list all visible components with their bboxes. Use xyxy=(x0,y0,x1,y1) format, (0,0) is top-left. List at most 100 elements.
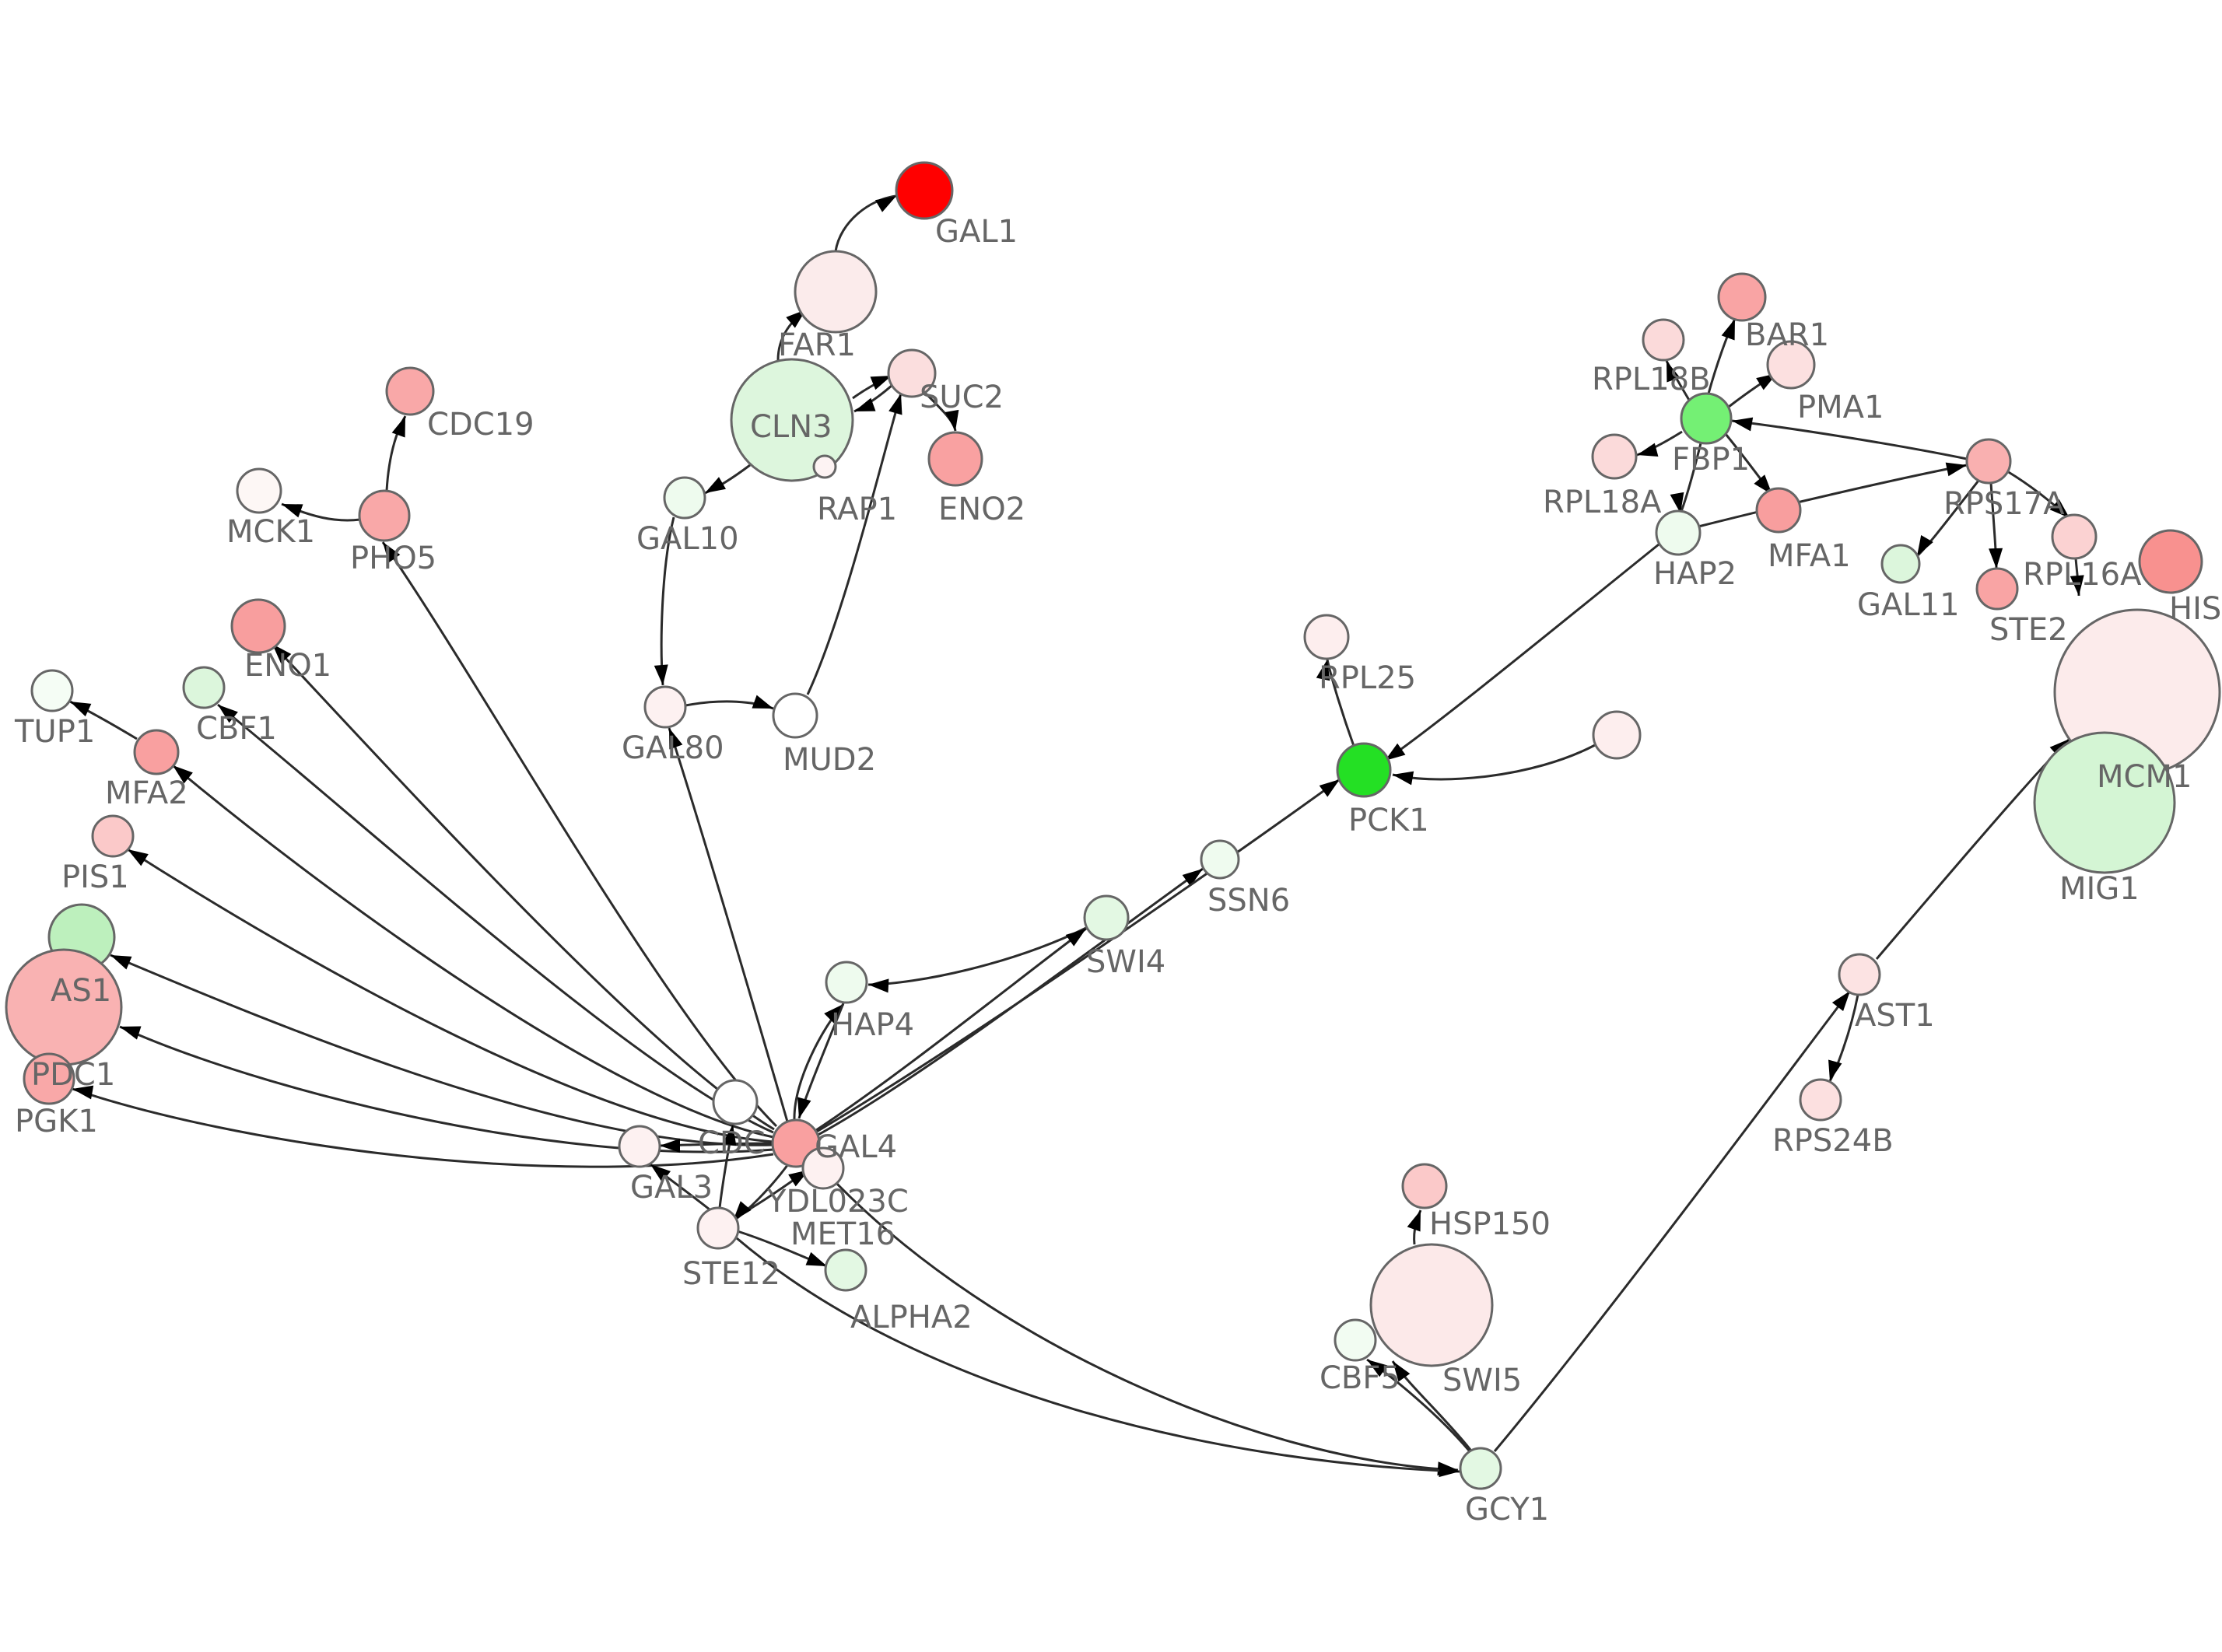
node-mud2[interactable] xyxy=(772,692,818,739)
node-label-rap1: RAP1 xyxy=(817,492,897,527)
node-hap2[interactable] xyxy=(1655,509,1702,556)
node-pma1[interactable] xyxy=(1766,340,1816,390)
node-rps24b[interactable] xyxy=(1799,1078,1842,1122)
node-swi5[interactable] xyxy=(1369,1243,1494,1367)
arrowhead-icon xyxy=(805,1251,827,1266)
node-label-suc2: SUC2 xyxy=(920,380,1004,415)
node-mck1[interactable] xyxy=(236,467,282,514)
node-label-rpl25: RPL25 xyxy=(1319,660,1416,696)
arrowhead-icon xyxy=(1732,417,1754,432)
node-pis1[interactable] xyxy=(91,814,135,858)
node-cdc19[interactable] xyxy=(385,366,435,416)
node-ast1[interactable] xyxy=(1838,953,1881,996)
edge-line xyxy=(867,926,1087,986)
node-ste2[interactable] xyxy=(1975,567,2019,611)
arrowhead-icon xyxy=(722,1125,737,1146)
edge-rps17a-to-gal11 xyxy=(1915,480,1980,558)
arrowhead-icon xyxy=(824,1004,843,1024)
arrowhead-icon xyxy=(1439,1463,1460,1478)
node-cdc[interactable] xyxy=(712,1079,759,1125)
arrowhead-icon xyxy=(1831,991,1850,1012)
node-rpl25[interactable] xyxy=(1303,614,1350,660)
node-rpl16a[interactable] xyxy=(2051,513,2098,560)
edge-ste12-to-gcy1 xyxy=(736,1237,1460,1478)
node-label-tup1: TUP1 xyxy=(14,714,95,750)
node-label-mfa1: MFA1 xyxy=(1768,538,1851,574)
node-suc2[interactable] xyxy=(887,348,937,398)
node-fbp1[interactable] xyxy=(1680,392,1733,445)
node-mfa2[interactable] xyxy=(133,729,180,775)
node-mig1[interactable] xyxy=(2033,731,2176,874)
node-ssn6[interactable] xyxy=(1200,839,1240,880)
node-label-fbp1: FBP1 xyxy=(1672,442,1750,478)
node-label-cdc: CDC xyxy=(698,1125,766,1161)
node-label-mcm1: MCM1 xyxy=(2097,759,2192,795)
node-hap4[interactable] xyxy=(825,961,868,1004)
node-bar1[interactable] xyxy=(1717,272,1767,322)
edge-rps17a-to-ste2 xyxy=(1989,482,2003,569)
node-pgk1[interactable] xyxy=(23,1052,75,1105)
node-gal80[interactable] xyxy=(643,685,687,729)
node-ydl023c[interactable] xyxy=(801,1146,845,1190)
node-label-pho5: PHO5 xyxy=(350,541,436,576)
node-swi4[interactable] xyxy=(1083,894,1130,941)
node-rpl18b[interactable] xyxy=(1642,318,1685,362)
edge-gal4-to-pdc1 xyxy=(119,1025,774,1153)
node-ste12[interactable] xyxy=(696,1206,740,1250)
node-label-cln3: CLN3 xyxy=(750,409,832,445)
edge-gal4-to-gal80 xyxy=(668,727,789,1122)
edge-ast1-to-rps24b xyxy=(1828,994,1859,1082)
node-label-ssn6: SSN6 xyxy=(1207,883,1290,919)
node-cln3[interactable] xyxy=(730,358,854,482)
node-label-mck1: MCK1 xyxy=(226,514,315,550)
node-pho5[interactable] xyxy=(358,489,411,542)
node-alpha2[interactable] xyxy=(824,1248,867,1292)
node-label-cbf5: CBF5 xyxy=(1320,1360,1400,1396)
node-gcy1[interactable] xyxy=(1459,1447,1502,1490)
node-gal11[interactable] xyxy=(1880,544,1921,584)
node-label-pdc1: PDC1 xyxy=(31,1057,115,1093)
edge-gal4-to-mfa2 xyxy=(172,764,774,1139)
node-gal10[interactable] xyxy=(663,476,706,520)
node-far1[interactable] xyxy=(794,250,878,334)
node-cbf1[interactable] xyxy=(182,666,226,709)
arrowhead-icon xyxy=(1828,1059,1842,1081)
arrowhead-icon xyxy=(797,1097,811,1118)
arrowhead-icon xyxy=(1754,474,1772,495)
node-tup1[interactable] xyxy=(30,669,74,712)
node-pck1[interactable] xyxy=(1336,742,1392,798)
edge-gcy1-to-swi5 xyxy=(1391,1360,1472,1451)
arrowhead-icon xyxy=(1637,443,1659,457)
node-his4[interactable] xyxy=(2138,529,2203,594)
edge-gal4-to-pho5 xyxy=(381,541,778,1128)
node-label-his4: HIS4 xyxy=(2169,591,2222,627)
node-rap1[interactable] xyxy=(812,454,837,479)
node-cbf5[interactable] xyxy=(1334,1318,1377,1362)
edge-swi4-to-hap4 xyxy=(867,926,1087,993)
arrowhead-icon xyxy=(669,728,683,750)
edge-mud2-to-suc2 xyxy=(806,393,902,695)
arrowhead-icon xyxy=(1393,1361,1411,1382)
node-unlabeled_pck1_src[interactable] xyxy=(1592,710,1642,760)
arrowhead-icon xyxy=(2049,499,2070,518)
edge-fbp1-to-hap2 xyxy=(1670,443,1702,514)
node-label-gal1: GAL1 xyxy=(935,214,1018,250)
edge-gal4-to-pgk1 xyxy=(72,1085,774,1168)
node-rpl18a[interactable] xyxy=(1591,433,1638,480)
edge-hap2-to-pck1 xyxy=(1384,543,1659,762)
edge-unlabeled_pck1_src-to-pck1 xyxy=(1392,744,1596,786)
edge-line xyxy=(1384,543,1659,762)
node-gal3[interactable] xyxy=(618,1125,661,1168)
arrowhead-icon xyxy=(888,394,902,415)
node-eno2[interactable] xyxy=(927,431,983,487)
edge-gal80-to-mud2 xyxy=(685,695,774,710)
arrowhead-icon xyxy=(733,1201,752,1221)
node-hsp150[interactable] xyxy=(1401,1163,1448,1209)
node-eno1[interactable] xyxy=(230,598,286,654)
edge-pck1-to-rpl25 xyxy=(1316,659,1355,747)
node-gal1[interactable] xyxy=(895,161,954,220)
node-mfa1[interactable] xyxy=(1755,487,1802,534)
node-rps17a[interactable] xyxy=(1965,438,2012,485)
node-label-rps17a: RPS17A xyxy=(1943,486,2065,522)
